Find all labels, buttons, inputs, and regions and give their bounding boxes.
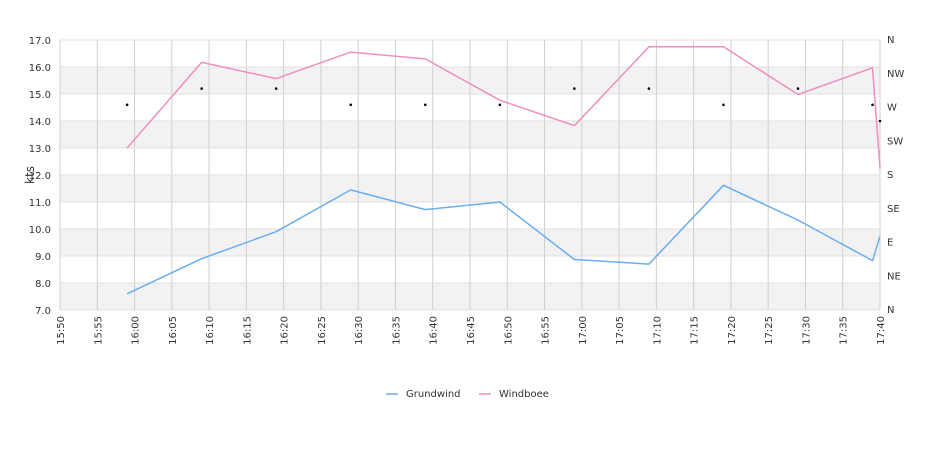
direction-marker bbox=[722, 103, 725, 107]
x-tick-label: 17:05 bbox=[615, 316, 626, 345]
direction-marker bbox=[871, 103, 874, 107]
x-tick-label: 16:35 bbox=[391, 316, 402, 345]
x-tick-label: 16:45 bbox=[466, 316, 477, 345]
y-tick-label: 10.0 bbox=[29, 225, 51, 236]
direction-tick-label: S bbox=[887, 170, 893, 181]
y-tick-label: 15.0 bbox=[29, 90, 51, 101]
legend-label: Windboee bbox=[499, 389, 549, 400]
x-tick-label: 16:00 bbox=[131, 316, 142, 345]
x-axis-ticks: 15:50 15:55 16:00 16:05 16:10 16:15 16:20 16:25… bbox=[56, 316, 887, 345]
direction-tick-label: N bbox=[887, 305, 894, 316]
horizontal-gridlines bbox=[60, 39, 880, 311]
y-tick-label: 8.0 bbox=[35, 279, 51, 290]
direction-tick-label: NW bbox=[887, 69, 904, 80]
x-tick-label: 16:10 bbox=[205, 316, 216, 345]
x-tick-label: 16:50 bbox=[503, 316, 514, 345]
y-axis-title: kts bbox=[23, 166, 37, 184]
y-tick-label: 12.0 bbox=[29, 171, 51, 182]
series-lines bbox=[126, 46, 881, 295]
direction-marker bbox=[200, 87, 203, 90]
x-tick-label: 16:25 bbox=[317, 316, 328, 345]
series-line bbox=[126, 184, 881, 295]
direction-tick-label: W bbox=[887, 103, 897, 114]
direction-tick-label: E bbox=[887, 238, 893, 249]
y-tick-label: 16.0 bbox=[29, 63, 51, 74]
x-tick-label: 16:55 bbox=[541, 316, 552, 345]
direction-marker bbox=[349, 103, 353, 107]
y-tick-label: 9.0 bbox=[35, 252, 51, 263]
x-tick-label: 17:20 bbox=[727, 316, 738, 345]
direction-marker bbox=[573, 87, 576, 90]
y-tick-label: 13.0 bbox=[29, 144, 51, 155]
x-tick-label: 16:40 bbox=[429, 316, 440, 345]
direction-marker bbox=[125, 103, 129, 107]
x-tick-label: 17:00 bbox=[578, 316, 589, 345]
direction-tick-label: SW bbox=[887, 136, 903, 147]
y-tick-label: 14.0 bbox=[29, 117, 51, 128]
series-line bbox=[126, 46, 881, 169]
x-tick-label: 16:05 bbox=[168, 316, 179, 345]
x-tick-label: 16:20 bbox=[280, 316, 291, 345]
x-tick-label: 16:15 bbox=[242, 316, 253, 345]
x-tick-label: 15:50 bbox=[56, 316, 67, 345]
direction-marker bbox=[274, 87, 278, 90]
legend-label: Grundwind bbox=[406, 389, 461, 400]
y-axis-ticks: 7.0 8.0 9.0 10.0 11.0 12.0 13.0 14.0 15.0 16.0 17.… bbox=[29, 36, 51, 317]
legend: Grundwind Windboee bbox=[386, 389, 549, 400]
x-tick-label: 17:10 bbox=[652, 316, 663, 345]
x-tick-label: 17:40 bbox=[876, 316, 887, 345]
x-tick-label: 15:55 bbox=[93, 316, 104, 345]
direction-markers bbox=[125, 87, 882, 123]
x-tick-label: 16:30 bbox=[354, 316, 365, 345]
direction-axis-ticks: N NE E SE S SW W NW N bbox=[887, 35, 904, 316]
direction-tick-label: NE bbox=[887, 271, 901, 282]
direction-tick-label: N bbox=[887, 35, 894, 46]
direction-marker bbox=[498, 103, 502, 107]
x-tick-label: 17:15 bbox=[690, 316, 701, 345]
direction-tick-label: SE bbox=[887, 204, 900, 215]
y-tick-label: 11.0 bbox=[29, 198, 51, 209]
direction-marker bbox=[796, 87, 800, 90]
direction-marker bbox=[423, 103, 427, 107]
x-tick-label: 17:25 bbox=[764, 316, 775, 345]
direction-marker bbox=[647, 87, 651, 90]
y-tick-label: 7.0 bbox=[35, 306, 51, 317]
x-tick-label: 17:30 bbox=[801, 316, 812, 345]
y-tick-label: 17.0 bbox=[29, 36, 51, 47]
x-tick-label: 17:35 bbox=[839, 316, 850, 345]
direction-marker bbox=[878, 119, 882, 123]
